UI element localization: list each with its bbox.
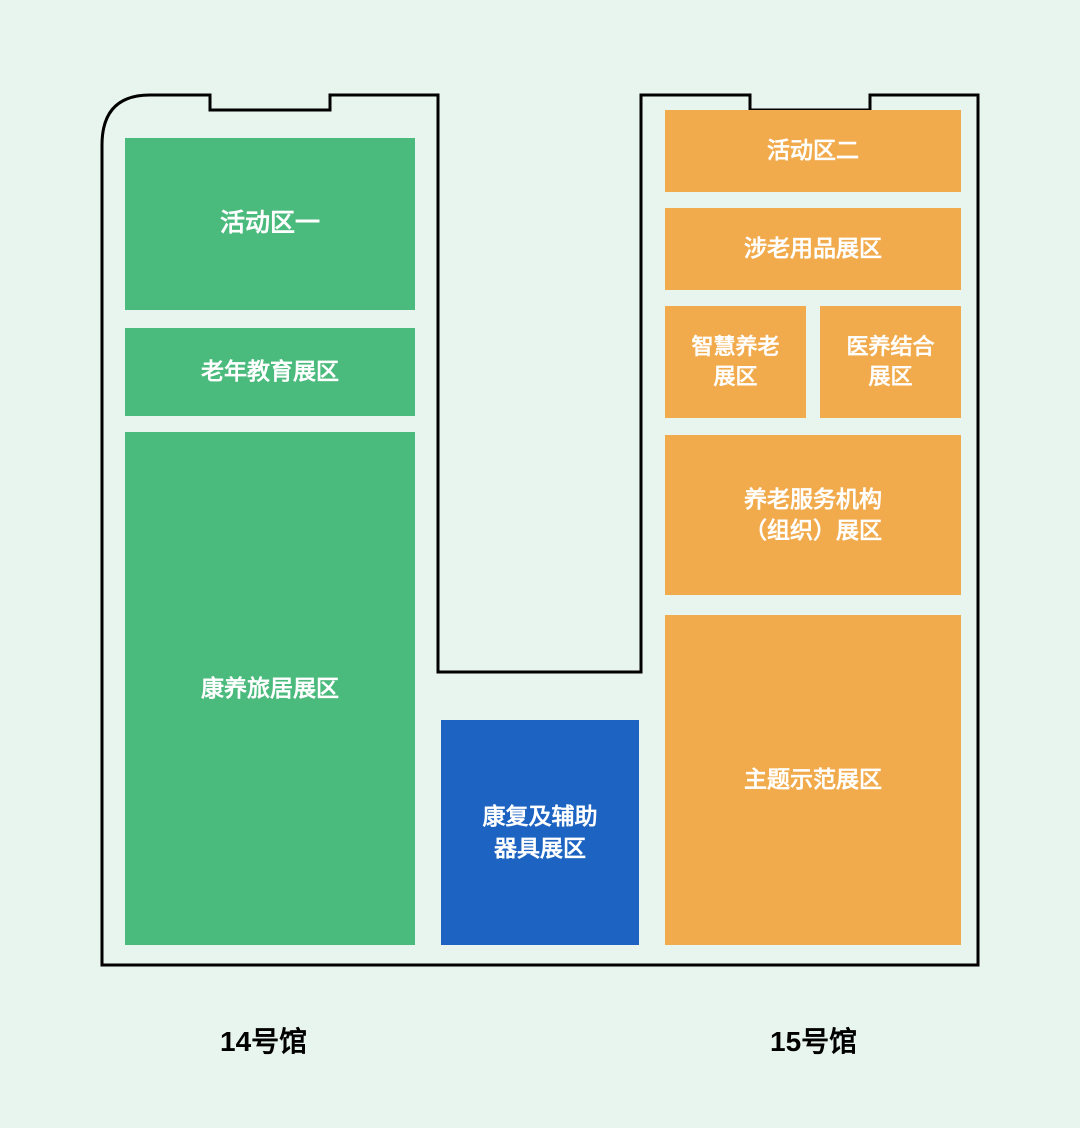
zone-label: 康复及辅助 器具展区 [483, 801, 598, 863]
zone-label: 主题示范展区 [744, 764, 882, 795]
zone-elder-education: 老年教育展区 [125, 328, 415, 416]
zone-elder-products: 涉老用品展区 [665, 208, 961, 290]
zone-activity-1: 活动区一 [125, 138, 415, 310]
hall-15-label: 15号馆 [770, 1020, 857, 1060]
zone-label: 老年教育展区 [201, 356, 339, 387]
zone-label: 活动区一 [220, 207, 320, 241]
zone-health-living: 康养旅居展区 [125, 432, 415, 945]
zone-medical-care: 医养结合 展区 [820, 306, 961, 418]
zone-service-org: 养老服务机构 （组织）展区 [665, 435, 961, 595]
hall-14-label: 14号馆 [220, 1020, 307, 1060]
zone-label: 康养旅居展区 [201, 673, 339, 704]
zone-label: 智慧养老 展区 [691, 332, 779, 391]
zone-rehab-equipment: 康复及辅助 器具展区 [441, 720, 639, 945]
zone-theme-demo: 主题示范展区 [665, 615, 961, 945]
zone-label: 涉老用品展区 [744, 233, 882, 264]
zone-smart-care: 智慧养老 展区 [665, 306, 806, 418]
zone-activity-2: 活动区二 [665, 110, 961, 192]
zone-label: 活动区二 [767, 135, 859, 166]
zone-label: 医养结合 展区 [846, 332, 934, 391]
zone-label: 养老服务机构 （组织）展区 [744, 484, 882, 546]
floor-plan-container: 活动区一 老年教育展区 康养旅居展区 康复及辅助 器具展区 活动区二 涉老用品展… [100, 90, 980, 970]
